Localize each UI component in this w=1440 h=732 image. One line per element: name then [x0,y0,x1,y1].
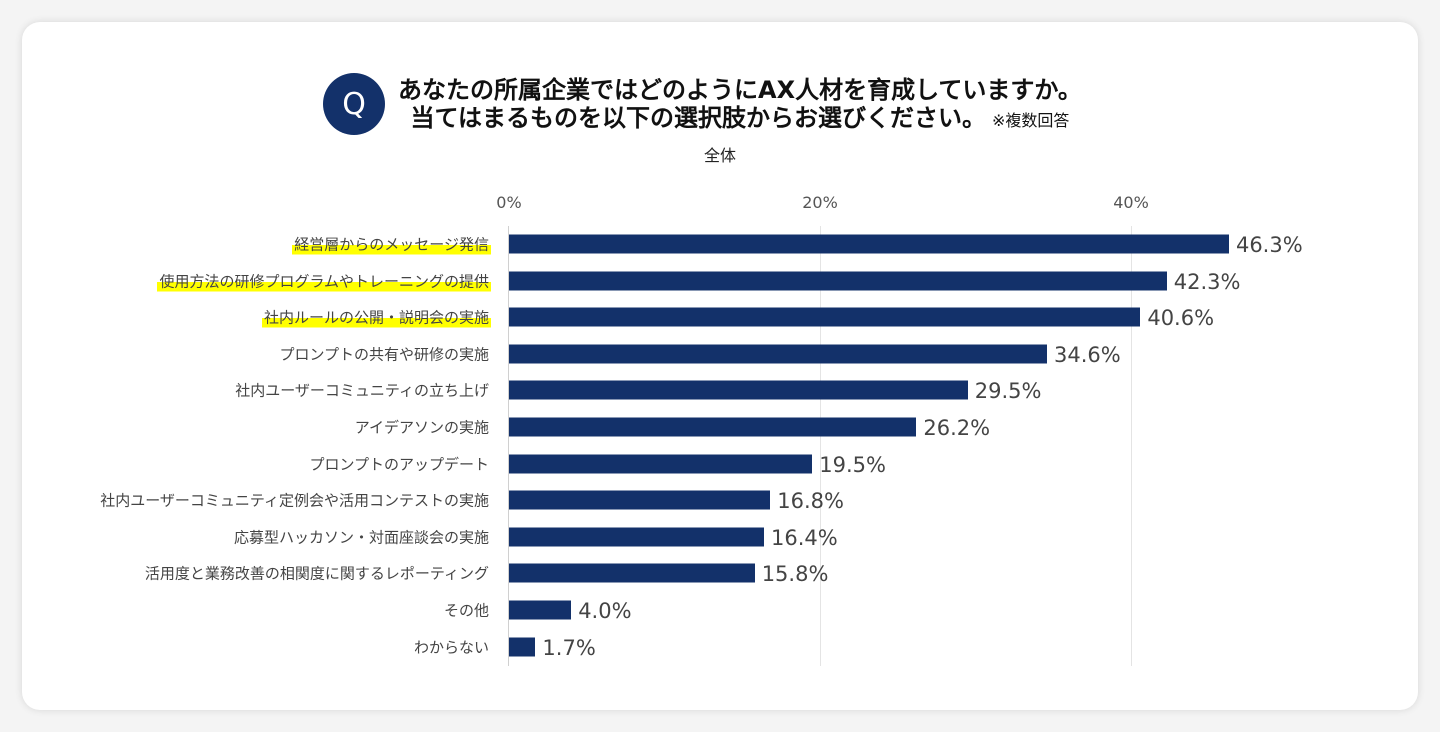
category-label: プロンプトのアップデート [309,455,489,474]
category-label: 活用度と業務改善の相関度に関するレポーティング [144,564,489,583]
bar [509,563,755,583]
bar [509,307,1141,327]
category-label: その他 [443,601,489,620]
bar [509,454,813,474]
value-label: 15.8% [761,562,829,587]
bar [509,490,771,510]
gridline [1131,226,1132,666]
y-axis-line [508,226,509,666]
value-label: 34.6% [1054,342,1121,367]
bar [509,380,968,400]
value-label: 29.5% [974,379,1042,404]
category-label: プロンプトの共有や研修の実施 [279,345,489,364]
bar [509,271,1167,291]
category-label: 社内ルールの公開・説明会の実施 [261,306,491,328]
value-label: 26.2% [923,416,991,440]
x-tick-label: 0% [496,193,522,212]
category-label: 応募型ハッカソン・対面座談会の実施 [233,528,489,547]
value-label: 46.3% [1235,233,1303,257]
gridline [820,226,821,666]
chart-subtitle: 全体 [703,146,736,165]
category-label: 社内ユーザーコミュニティ定例会や活用コンテストの実施 [100,491,489,510]
question-badge: Q [323,73,385,135]
bar [509,417,917,437]
value-label: 40.6% [1147,306,1215,331]
chart-card [22,22,1418,710]
category-label: 使用方法の研修プログラムやトレーニングの提供 [157,270,491,292]
bar [509,234,1229,254]
question-title: あなたの所属企業ではどのようにAX人材を育成していますか。 当てはまるものを以下… [398,76,1082,135]
bar [509,600,572,620]
title-line-2: 当てはまるものを以下の選択肢からお選びください。 [410,104,986,132]
value-label: 16.4% [771,525,838,550]
category-label: アイデアソンの実施 [354,418,489,437]
category-label: 経営層からのメッセージ発信 [292,233,491,255]
value-label: 4.0% [578,599,632,623]
category-label: わからない [413,638,489,657]
value-label: 16.8% [777,489,844,514]
value-label: 19.5% [819,452,886,477]
value-label: 1.7% [542,635,596,660]
x-tick-label: 40% [1113,193,1149,212]
category-label: 社内ユーザーコミュニティの立ち上げ [235,381,489,400]
value-label: 42.3% [1173,269,1241,294]
bar [509,637,536,657]
bar [509,344,1048,364]
multiple-answer-note: ※複数回答 [992,111,1070,130]
x-tick-label: 20% [802,193,838,212]
bar [509,527,765,547]
title-line-1: あなたの所属企業ではどのようにAX人材を育成していますか。 [398,76,1082,104]
